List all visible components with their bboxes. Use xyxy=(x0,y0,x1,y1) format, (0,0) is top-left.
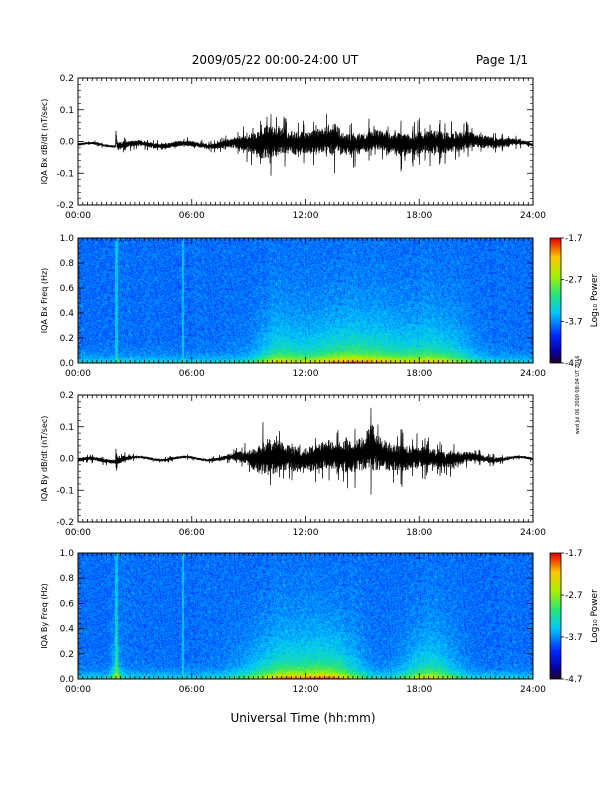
y-tick-label: 0.2 xyxy=(60,334,74,344)
y-tick-label: 0.0 xyxy=(60,138,75,148)
y-tick-label: 0.0 xyxy=(60,675,75,685)
y-tick-label: 0.4 xyxy=(60,625,75,635)
y-tick-label: 0.0 xyxy=(60,455,75,465)
colorbar-tick-label: -3.7 xyxy=(565,633,583,643)
y-tick-label: 0.8 xyxy=(60,574,75,584)
y-tick-label: -0.1 xyxy=(56,169,74,179)
x-tick-label: 12:00 xyxy=(293,369,319,379)
colorbar-tick-label: -2.7 xyxy=(565,276,583,286)
y-tick-label: 0.8 xyxy=(60,259,75,269)
colorbar-label: Log₁₀ Power xyxy=(590,589,600,643)
x-tick-label: 18:00 xyxy=(406,211,432,221)
x-tick-label: 24:00 xyxy=(520,528,546,538)
x-tick-label: 24:00 xyxy=(520,685,546,695)
x-tick-label: 06:00 xyxy=(179,211,205,221)
y-tick-label: -0.2 xyxy=(56,201,74,211)
colorbar-tick-label: -4.7 xyxy=(565,675,583,685)
colorbar-frame xyxy=(549,237,562,364)
x-tick-label: 00:00 xyxy=(65,211,91,221)
colorbar-gradient xyxy=(550,238,561,363)
x-tick-label: 18:00 xyxy=(406,528,432,538)
y-axis-label: IQA By Freq (Hz) xyxy=(40,583,49,649)
y-tick-label: 0.6 xyxy=(60,599,75,609)
x-tick-label: 00:00 xyxy=(65,528,91,538)
y-tick-label: -0.2 xyxy=(56,518,74,528)
figure-page-number: Page 1/1 xyxy=(476,53,528,67)
spectrogram-image xyxy=(78,553,533,679)
x-tick-label: 18:00 xyxy=(406,369,432,379)
y-tick-label: 0.0 xyxy=(60,359,75,369)
x-tick-label: 24:00 xyxy=(520,369,546,379)
x-axis-label: Universal Time (hh:mm) xyxy=(230,711,375,725)
y-tick-label: 1.0 xyxy=(60,549,75,559)
y-tick-label: 0.2 xyxy=(60,650,74,660)
x-tick-label: 18:00 xyxy=(406,685,432,695)
x-tick-label: 12:00 xyxy=(293,528,319,538)
y-tick-label: 0.6 xyxy=(60,284,75,294)
panels-group: 0.2 0.1 0.0 -0.1 -0.2 IQA Bx dB/dt (nT/sec) 00… xyxy=(40,74,600,695)
y-axis-label: IQA Bx Freq (Hz) xyxy=(40,268,49,334)
colorbar-tick-label: -1.7 xyxy=(565,234,583,244)
x-tick-label: 24:00 xyxy=(520,211,546,221)
dbdt-series-line xyxy=(77,113,534,176)
generation-stamp: wed Jul 06 2000 08:04 UT 2016 xyxy=(575,356,581,435)
y-tick-label: 0.2 xyxy=(60,391,74,401)
colorbar-frame xyxy=(549,552,562,680)
colorbar-gradient xyxy=(550,553,561,679)
x-tick-label: 00:00 xyxy=(65,369,91,379)
y-tick-label: -0.1 xyxy=(56,486,74,496)
y-axis-label: IQA Bx dB/dt (nT/sec) xyxy=(40,99,49,185)
dbdt-series-line xyxy=(77,407,534,495)
x-tick-label: 00:00 xyxy=(65,685,91,695)
colorbar-tick-label: -1.7 xyxy=(565,549,583,559)
spectrogram-image xyxy=(78,238,533,363)
figure-date-range: 2009/05/22 00:00-24:00 UT xyxy=(192,53,359,67)
y-tick-label: 0.1 xyxy=(60,423,74,433)
colorbar-tick-label: -2.7 xyxy=(565,591,583,601)
y-axis-label: IQA By dB/dt (nT/sec) xyxy=(40,416,49,502)
colorbar-label: Log₁₀ Power xyxy=(590,274,600,328)
colorbar-tick-label: -4.7 xyxy=(565,359,583,369)
x-tick-label: 06:00 xyxy=(179,369,205,379)
y-tick-label: 1.0 xyxy=(60,234,75,244)
x-tick-label: 12:00 xyxy=(293,211,319,221)
y-tick-label: 0.2 xyxy=(60,74,74,84)
y-tick-label: 0.4 xyxy=(60,309,75,319)
x-tick-label: 06:00 xyxy=(179,528,205,538)
y-tick-label: 0.1 xyxy=(60,106,74,116)
colorbar-tick-label: -3.7 xyxy=(565,317,583,327)
x-tick-label: 12:00 xyxy=(293,685,319,695)
x-tick-label: 06:00 xyxy=(179,685,205,695)
